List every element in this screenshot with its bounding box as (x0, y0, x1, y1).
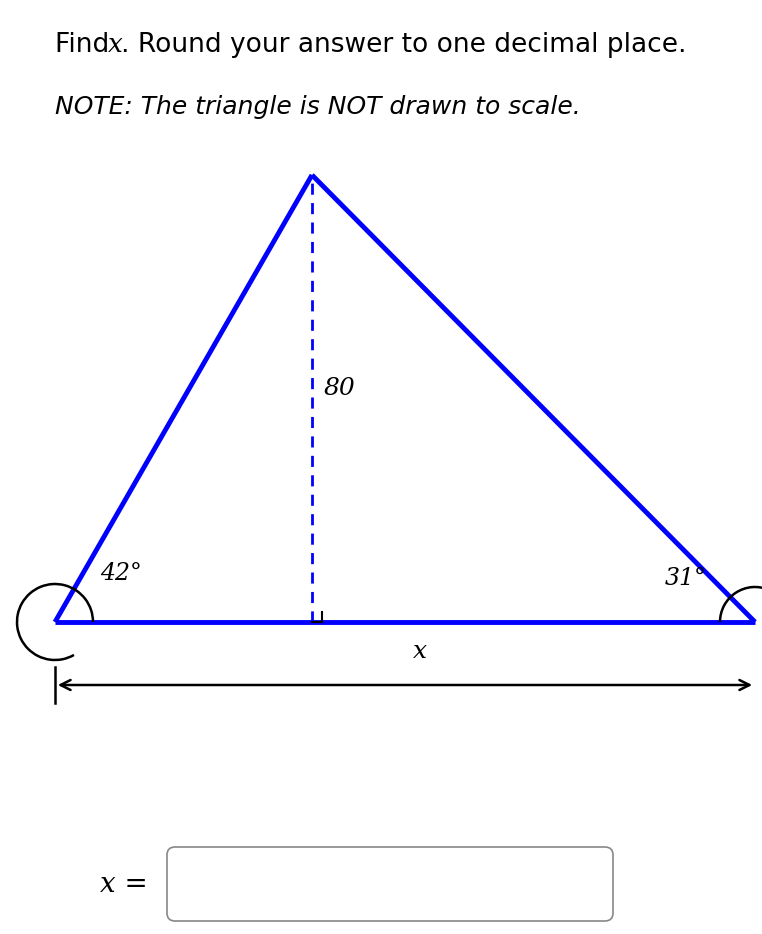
Text: 42°: 42° (100, 562, 142, 585)
Text: x: x (108, 32, 123, 57)
Text: NOTE: The triangle is NOT drawn to scale.: NOTE: The triangle is NOT drawn to scale… (55, 95, 581, 119)
Text: 31°: 31° (665, 567, 707, 590)
Text: . Round your answer to one decimal place.: . Round your answer to one decimal place… (121, 32, 687, 58)
Text: 80: 80 (324, 377, 356, 400)
Text: Find: Find (55, 32, 117, 58)
Text: x: x (413, 640, 427, 663)
FancyBboxPatch shape (167, 847, 613, 921)
Text: x =: x = (100, 870, 148, 898)
